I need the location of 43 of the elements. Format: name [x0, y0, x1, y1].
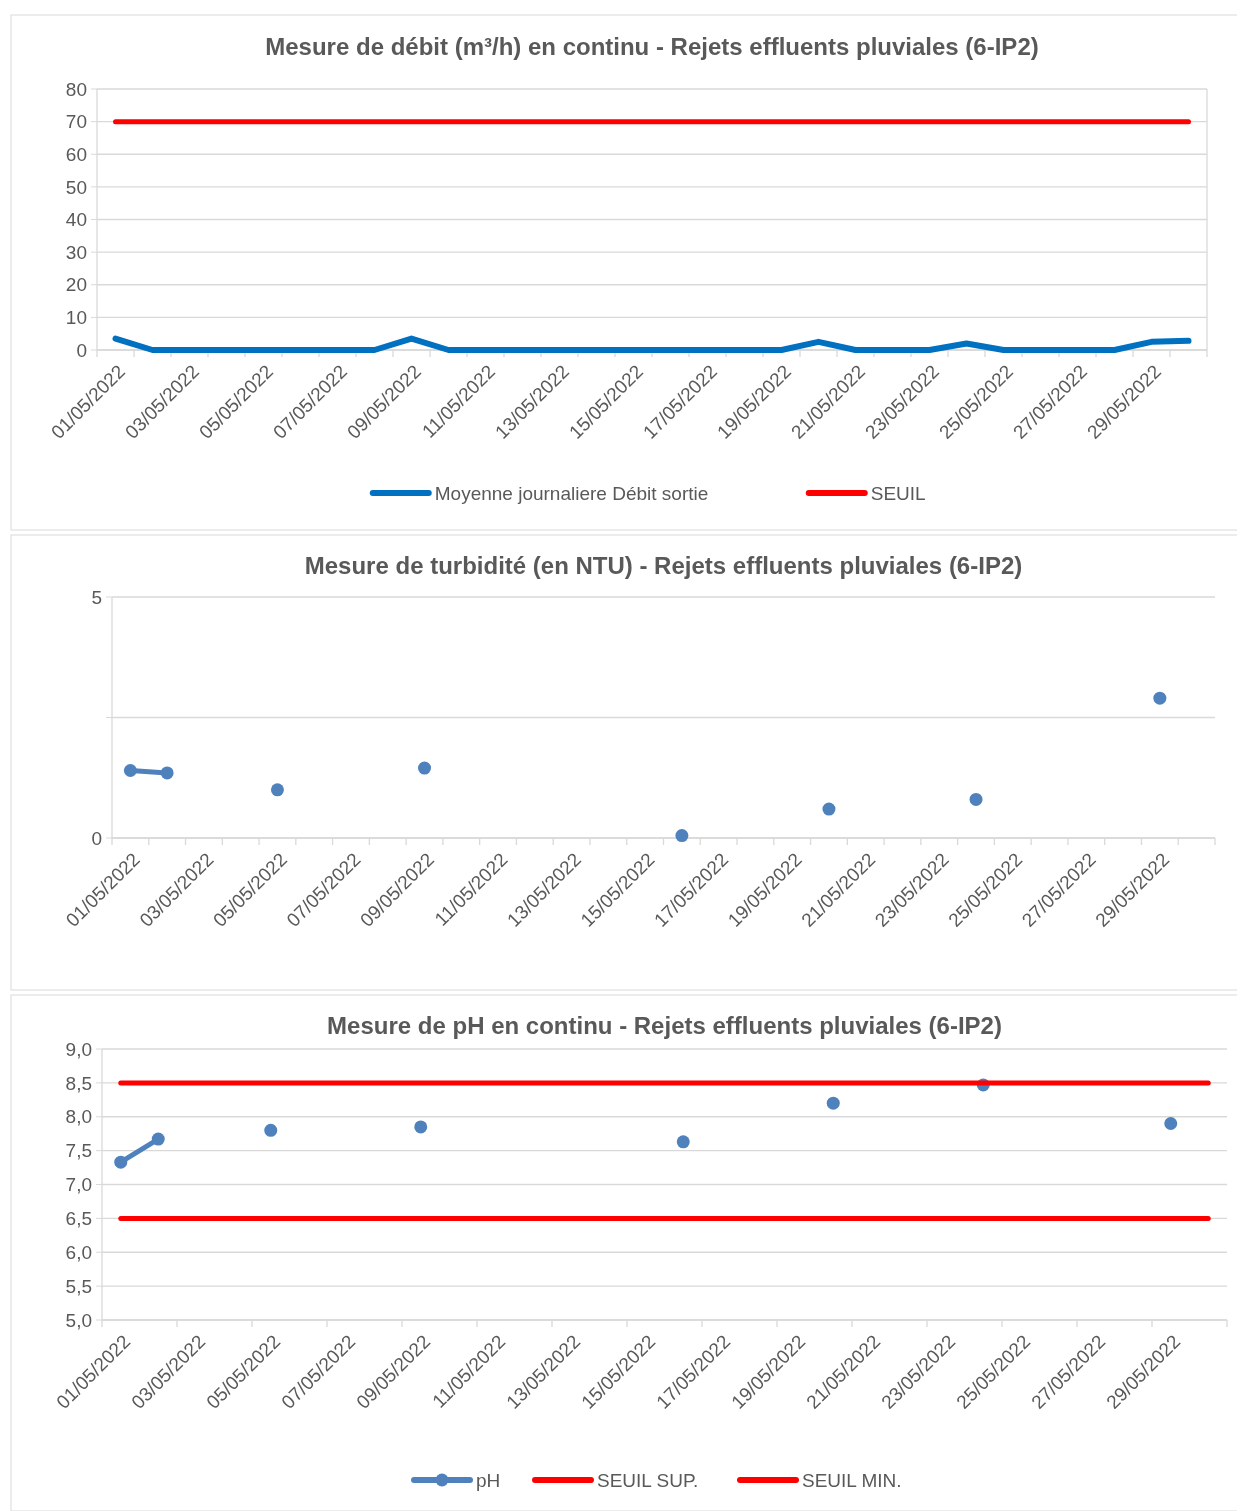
y-tick-label: 30	[65, 241, 87, 263]
point	[418, 761, 432, 775]
point	[414, 1120, 428, 1134]
point	[969, 792, 983, 806]
y-tick-label: 8,0	[65, 1106, 92, 1128]
point	[123, 764, 137, 778]
y-tick-label: 7,0	[65, 1174, 92, 1196]
point	[1153, 691, 1167, 705]
y-tick-label: 60	[65, 143, 87, 165]
chart-title: Mesure de pH en continu - Rejets effluents pluviales (6-IP2)	[327, 1012, 1002, 1039]
y-tick-label: 7,5	[65, 1140, 92, 1162]
y-tick-label: 0	[91, 827, 102, 849]
y-tick-label: 70	[65, 111, 87, 133]
y-tick-label: 8,5	[65, 1072, 92, 1094]
y-tick-label: 40	[65, 209, 87, 231]
chart-title: Mesure de débit (m³/h) en continu - Rejets effluents pluviales (6-IP2)	[265, 33, 1039, 60]
legend-label: SEUIL SUP.	[597, 1469, 699, 1491]
y-tick-label: 5	[91, 586, 102, 608]
y-tick-label: 9,0	[65, 1038, 92, 1060]
y-tick-label: 10	[65, 307, 87, 329]
point	[264, 1123, 278, 1137]
y-tick-label: 0	[76, 339, 87, 361]
y-tick-label: 6,5	[65, 1208, 92, 1230]
point	[114, 1155, 128, 1169]
y-tick-label: 80	[65, 78, 87, 100]
y-tick-label: 6,0	[65, 1241, 92, 1263]
legend-label: Moyenne journaliere Débit sortie	[434, 482, 709, 504]
y-tick-label: 5,0	[65, 1309, 92, 1331]
point	[160, 766, 174, 780]
point	[826, 1096, 840, 1110]
legend-label: SEUIL MIN.	[802, 1469, 902, 1491]
point	[675, 829, 689, 843]
legend-label: SEUIL	[870, 482, 926, 504]
legend-label: pH	[476, 1469, 501, 1491]
point	[270, 783, 284, 797]
y-tick-label: 5,5	[65, 1275, 92, 1297]
chart-title: Mesure de turbidité (en NTU) - Rejets effluents pluviales (6-IP2)	[304, 552, 1023, 579]
point	[822, 802, 836, 816]
point	[151, 1132, 165, 1146]
y-tick-label: 20	[65, 274, 87, 296]
point	[1164, 1117, 1178, 1131]
point	[676, 1135, 690, 1149]
y-tick-label: 50	[65, 176, 87, 198]
